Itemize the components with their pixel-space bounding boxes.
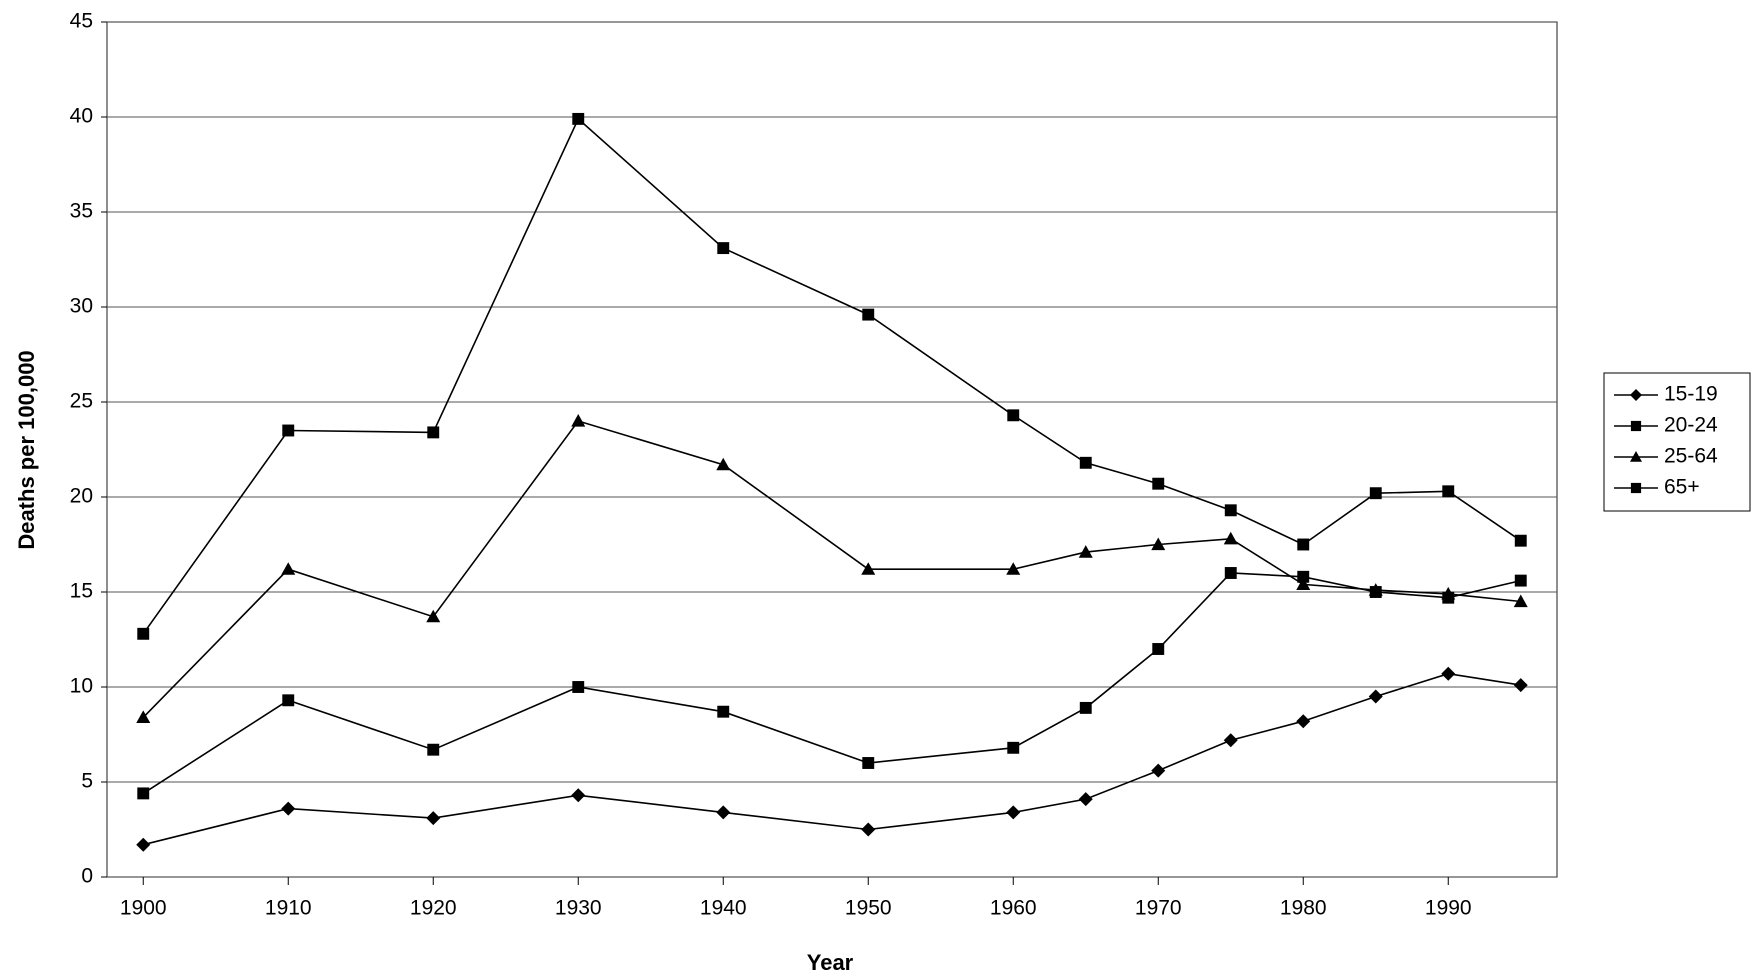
x-axis-title: Year xyxy=(807,950,854,975)
marker xyxy=(1223,531,1238,545)
marker xyxy=(1152,643,1165,655)
marker xyxy=(1079,701,1092,714)
legend-label: 25-64 xyxy=(1664,445,1718,468)
x-tick-label: 1910 xyxy=(265,897,312,920)
marker xyxy=(1368,583,1383,596)
series-line xyxy=(143,672,1521,846)
marker xyxy=(571,414,586,427)
marker xyxy=(1006,805,1021,820)
marker xyxy=(426,811,441,826)
y-tick-label: 10 xyxy=(70,675,93,698)
marker xyxy=(572,681,585,693)
legend-label: 20-24 xyxy=(1664,414,1718,437)
marker xyxy=(282,694,295,707)
marker xyxy=(1296,714,1311,729)
marker xyxy=(1007,409,1020,422)
marker xyxy=(1369,487,1382,500)
marker xyxy=(1297,538,1310,551)
marker xyxy=(1296,577,1311,590)
marker xyxy=(1630,420,1642,432)
marker xyxy=(281,562,296,575)
marker xyxy=(571,788,586,803)
marker xyxy=(1223,733,1238,748)
marker xyxy=(136,710,151,723)
x-tick-label: 1980 xyxy=(1280,897,1327,920)
marker xyxy=(1006,562,1021,575)
marker xyxy=(1007,741,1020,754)
x-tick-label: 1950 xyxy=(845,897,892,920)
marker xyxy=(1513,594,1528,608)
series-line xyxy=(142,117,1522,635)
marker xyxy=(862,757,875,769)
marker xyxy=(716,457,731,471)
x-tick-label: 1920 xyxy=(410,897,457,920)
y-axis-title: Deaths per 100,000 xyxy=(14,350,39,549)
marker xyxy=(1079,456,1092,469)
y-tick-label: 40 xyxy=(70,105,93,128)
y-tick-label: 15 xyxy=(70,580,93,603)
marker xyxy=(1078,545,1093,558)
marker xyxy=(1630,451,1642,462)
marker xyxy=(716,805,731,820)
marker xyxy=(1224,567,1237,579)
marker xyxy=(1078,792,1093,807)
marker xyxy=(1152,477,1165,490)
marker xyxy=(717,242,730,255)
marker xyxy=(862,308,875,321)
x-tick-label: 1960 xyxy=(990,897,1037,920)
marker xyxy=(1151,537,1166,551)
marker xyxy=(1442,485,1455,498)
marker xyxy=(426,609,441,623)
marker xyxy=(861,562,876,575)
legend-label: 15-19 xyxy=(1664,383,1718,406)
marker xyxy=(1513,678,1528,693)
y-tick-label: 25 xyxy=(70,390,93,413)
series-line xyxy=(142,420,1521,718)
marker xyxy=(1224,504,1237,517)
marker xyxy=(1630,389,1642,401)
marker xyxy=(137,627,150,640)
marker xyxy=(1441,666,1456,681)
marker xyxy=(861,822,876,837)
marker xyxy=(427,743,440,756)
plot-area xyxy=(106,21,1558,878)
y-tick-label: 0 xyxy=(81,865,93,888)
series-line xyxy=(142,572,1521,795)
marker xyxy=(1297,570,1310,583)
marker xyxy=(1151,763,1166,778)
y-tick-label: 35 xyxy=(70,200,93,223)
x-tick-label: 1990 xyxy=(1425,897,1472,920)
marker xyxy=(1441,586,1456,600)
x-tick-label: 1940 xyxy=(700,897,747,920)
marker xyxy=(282,424,295,437)
marker xyxy=(1630,482,1642,494)
marker xyxy=(427,426,440,439)
y-tick-label: 20 xyxy=(70,485,93,508)
marker xyxy=(717,705,730,718)
y-tick-label: 5 xyxy=(81,770,93,793)
x-tick-label: 1970 xyxy=(1135,897,1182,920)
legend-label: 65+ xyxy=(1664,476,1700,499)
marker xyxy=(137,787,150,800)
marker xyxy=(1514,574,1527,587)
marker xyxy=(281,801,296,816)
y-tick-label: 30 xyxy=(70,295,93,318)
x-tick-label: 1930 xyxy=(555,897,602,920)
marker xyxy=(1514,534,1527,547)
x-tick-label: 1900 xyxy=(120,897,167,920)
marker xyxy=(1368,689,1383,704)
marker xyxy=(136,837,151,852)
marker xyxy=(572,112,585,125)
y-tick-label: 45 xyxy=(70,10,93,33)
